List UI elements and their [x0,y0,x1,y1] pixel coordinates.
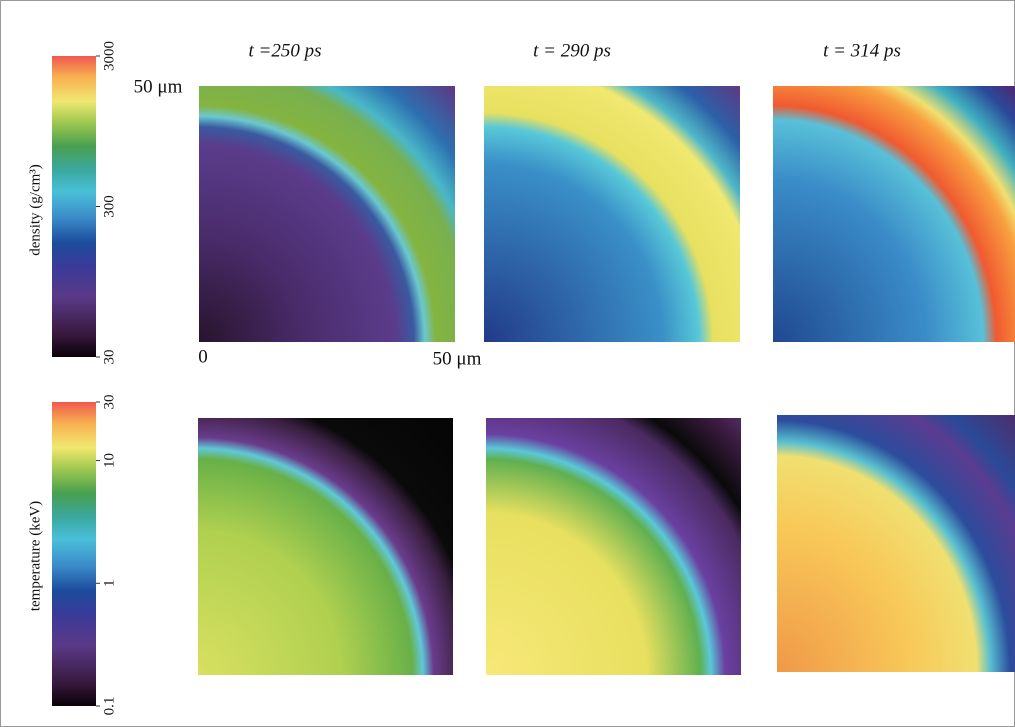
temperature-map [486,418,741,675]
temperature-colorbar [52,402,96,706]
colorbar-tick-label: 0.1 [101,697,117,716]
axis-label: 0 [198,346,208,367]
temperature-map [198,418,453,675]
colorbar-tick-label: 1 [101,580,117,588]
colorbar-label: density (g/cm³) [27,164,43,256]
density-map [484,86,740,342]
axis-label: 50 μm [433,348,482,369]
colorbar-tick-label: 3000 [101,41,117,71]
axis-label: 50 μm [134,76,183,97]
colorbar-label: temperature (keV) [27,501,43,611]
colorbar-tick-label: 300 [101,195,117,218]
panel-title: t = 290 ps [533,40,611,61]
temperature-map [777,415,1015,672]
density-map [199,86,455,342]
colorbar-tick-label: 30 [101,350,117,365]
panel-title: t = 314 ps [823,40,901,61]
density-map [773,86,1015,342]
density-colorbar [52,56,96,357]
colorbar-tick-label: 30 [101,395,117,410]
panel-title: t =250 ps [249,40,322,61]
colorbar-tick-label: 10 [101,453,117,468]
figure: density (g/cm³) temperature (keV) t =250… [0,0,1015,727]
